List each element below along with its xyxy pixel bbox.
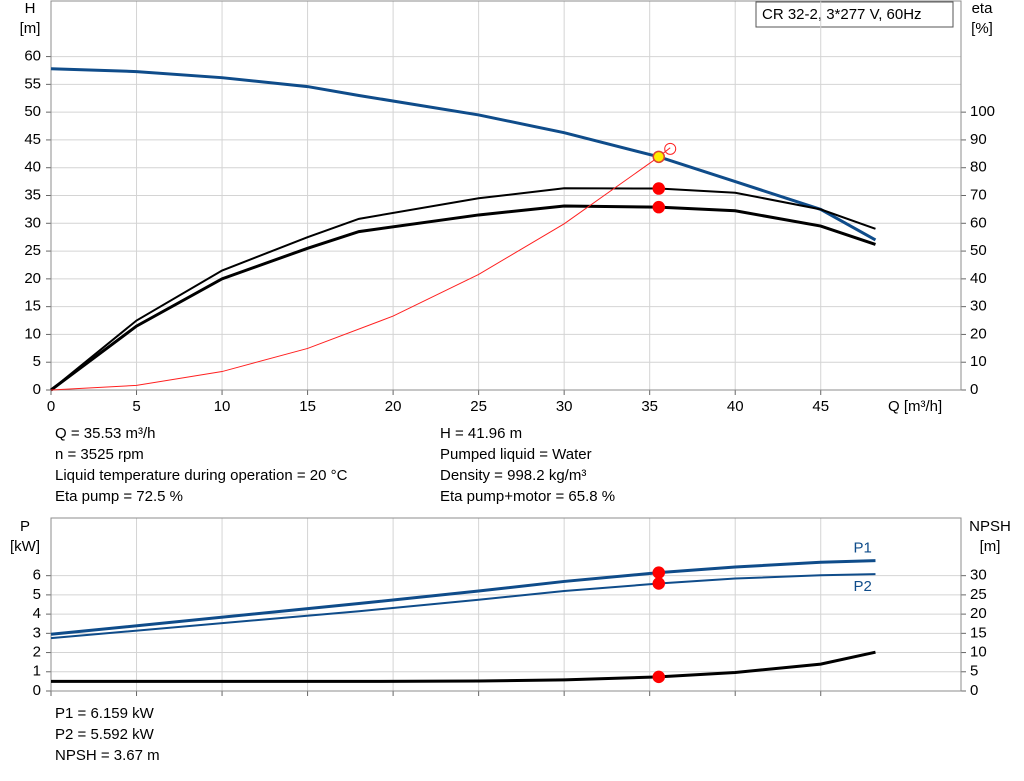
- curve: [50, 187, 876, 391]
- y2-tick-label: 30: [970, 567, 987, 584]
- x-tick-label: 15: [299, 398, 316, 415]
- info-text: Density = 998.2 kg/m³: [440, 467, 586, 484]
- x-tick-label: 45: [812, 398, 829, 415]
- x-axis-label: Q [m³/h]: [888, 398, 942, 415]
- y2-tick-label: 80: [970, 159, 987, 176]
- marker: [652, 200, 665, 214]
- info-text: Q = 35.53 m³/h: [55, 425, 155, 442]
- marker: [652, 577, 665, 590]
- y-axis-label: H: [25, 0, 36, 17]
- y-tick-label: 40: [24, 159, 41, 176]
- marker: [652, 150, 665, 164]
- plot-frame: [50, 517, 962, 692]
- info-text: Eta pump+motor = 65.8 %: [440, 488, 615, 505]
- y-tick-label: 30: [24, 214, 41, 231]
- y-tick-label: 0: [33, 682, 41, 699]
- y-axis-unit: [kW]: [10, 538, 40, 555]
- info-text: NPSH = 3.67 m: [55, 747, 160, 764]
- y2-tick-label: 60: [970, 214, 987, 231]
- y2-tick-label: 15: [970, 624, 987, 641]
- y-tick-label: 3: [33, 624, 41, 641]
- y-tick-label: 25: [24, 242, 41, 259]
- y2-tick-label: 20: [970, 325, 987, 342]
- info-text: Pumped liquid = Water: [440, 446, 592, 463]
- y2-tick-label: 20: [970, 605, 987, 622]
- y-tick-label: 20: [24, 270, 41, 287]
- y2-tick-label: 5: [970, 663, 978, 680]
- series-label: P1: [853, 540, 871, 557]
- y-tick-label: 6: [33, 567, 41, 584]
- y2-tick-label: 0: [970, 682, 978, 699]
- curve: [50, 573, 876, 640]
- y-tick-label: 10: [24, 325, 41, 342]
- y2-tick-label: 90: [970, 131, 987, 148]
- y-tick-label: 5: [33, 586, 41, 603]
- y-tick-label: 55: [24, 75, 41, 92]
- y2-tick-label: 100: [970, 103, 995, 120]
- y-tick-label: 2: [33, 644, 41, 661]
- curve: [51, 650, 876, 683]
- y2-tick-label: 10: [970, 353, 987, 370]
- curve: [50, 67, 877, 242]
- chart-title: CR 32-2, 3*277 V, 60Hz: [762, 6, 922, 23]
- y-tick-label: 0: [33, 381, 41, 398]
- y2-tick-label: 40: [970, 270, 987, 287]
- y2-axis-label: eta: [972, 0, 994, 17]
- curve: [50, 204, 876, 392]
- y2-tick-label: 0: [970, 381, 978, 398]
- y-tick-label: 60: [24, 48, 41, 65]
- info-text: H = 41.96 m: [440, 425, 522, 442]
- info-text: Liquid temperature during operation = 20…: [55, 467, 348, 484]
- x-tick-label: 30: [556, 398, 573, 415]
- curve: [50, 559, 876, 636]
- y2-tick-label: 30: [970, 298, 987, 315]
- title-box: [755, 1, 954, 28]
- info-text: P2 = 5.592 kW: [55, 726, 155, 743]
- info-text: Eta pump = 72.5 %: [55, 488, 183, 505]
- series-label: P2: [853, 578, 871, 595]
- y-tick-label: 5: [33, 353, 41, 370]
- x-tick-label: 25: [470, 398, 487, 415]
- marker: [652, 182, 665, 195]
- x-tick-label: 40: [727, 398, 744, 415]
- marker: [664, 142, 677, 155]
- y-tick-label: 45: [24, 131, 41, 148]
- curve: [50, 147, 671, 391]
- x-tick-label: 0: [47, 398, 55, 415]
- x-tick-label: 10: [214, 398, 231, 415]
- x-tick-label: 5: [132, 398, 140, 415]
- y-tick-label: 50: [24, 103, 41, 120]
- y2-tick-label: 70: [970, 186, 987, 203]
- x-tick-label: 20: [385, 398, 402, 415]
- marker: [652, 670, 665, 684]
- marker: [652, 566, 665, 579]
- plot-frame: [50, 0, 962, 391]
- y-axis-label: P: [20, 518, 30, 535]
- info-text: n = 3525 rpm: [55, 446, 144, 463]
- y2-axis-unit: [m]: [980, 538, 1001, 555]
- y2-axis-unit: [%]: [971, 20, 993, 37]
- y-tick-label: 15: [24, 298, 41, 315]
- info-text: P1 = 6.159 kW: [55, 705, 155, 722]
- y-tick-label: 35: [24, 186, 41, 203]
- y2-axis-label: NPSH: [969, 518, 1011, 535]
- y2-tick-label: 25: [970, 586, 987, 603]
- x-tick-label: 35: [641, 398, 658, 415]
- y-tick-label: 4: [33, 605, 41, 622]
- y2-tick-label: 10: [970, 644, 987, 661]
- y2-tick-label: 50: [970, 242, 987, 259]
- y-axis-unit: [m]: [20, 20, 41, 37]
- y-tick-label: 1: [33, 663, 41, 680]
